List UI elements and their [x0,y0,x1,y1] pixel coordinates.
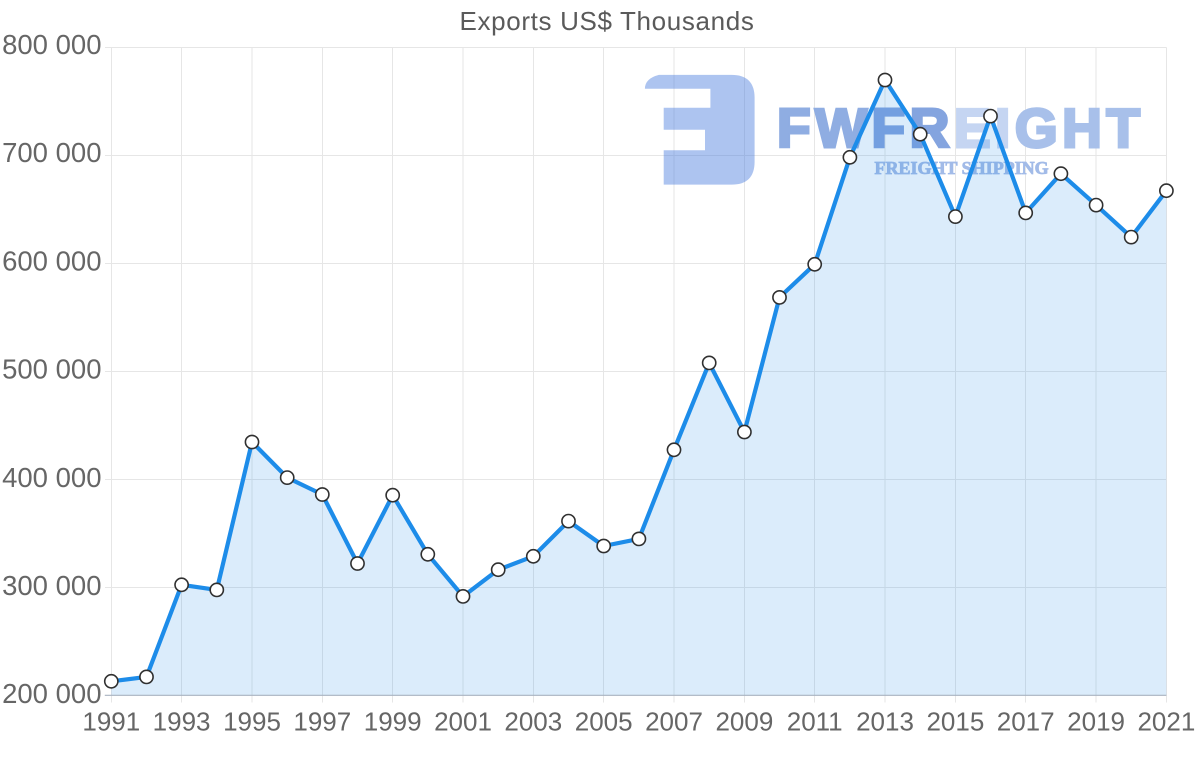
svg-text:2021: 2021 [1137,707,1195,737]
svg-text:2005: 2005 [575,707,633,737]
svg-text:1993: 1993 [153,707,211,737]
svg-text:FWFREIGHT: FWFREIGHT [777,97,1144,159]
svg-text:700 000: 700 000 [2,137,101,168]
svg-text:2011: 2011 [787,707,843,737]
svg-text:2015: 2015 [926,707,984,737]
svg-text:2009: 2009 [715,707,773,737]
svg-text:400 000: 400 000 [2,462,101,493]
svg-text:2019: 2019 [1067,707,1125,737]
svg-text:Exports US$ Thousands: Exports US$ Thousands [460,6,755,36]
svg-text:800 000: 800 000 [2,29,101,60]
svg-text:300 000: 300 000 [2,570,101,601]
svg-text:200 000: 200 000 [2,678,101,709]
svg-text:500 000: 500 000 [2,354,101,385]
svg-text:2003: 2003 [504,707,562,737]
svg-text:1999: 1999 [364,707,422,737]
svg-text:600 000: 600 000 [2,245,101,276]
svg-text:1997: 1997 [293,707,351,737]
svg-text:1995: 1995 [223,707,281,737]
svg-text:2001: 2001 [434,707,492,737]
svg-text:2007: 2007 [645,707,703,737]
svg-text:2013: 2013 [856,707,914,737]
svg-text:2017: 2017 [997,707,1055,737]
svg-text:1991: 1991 [82,707,140,737]
